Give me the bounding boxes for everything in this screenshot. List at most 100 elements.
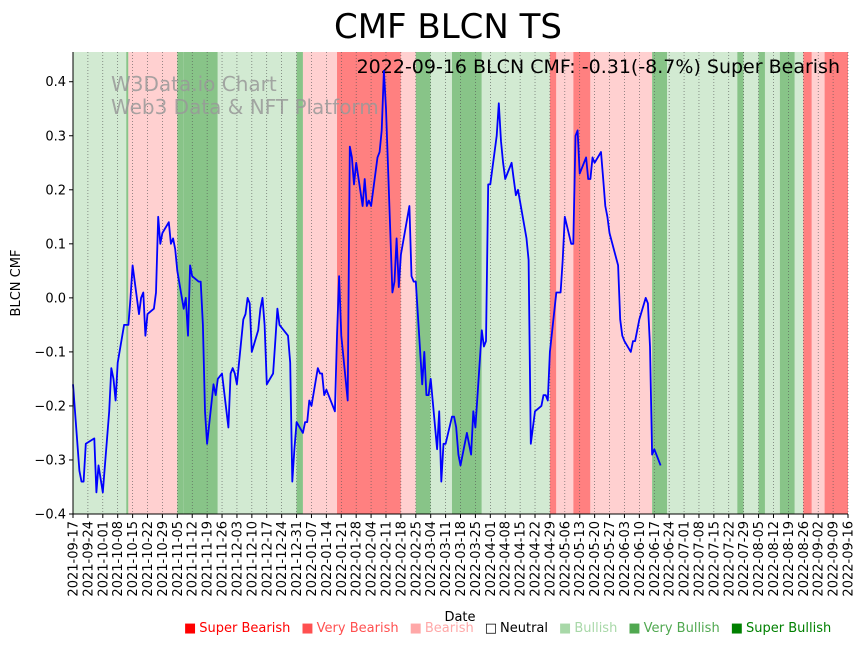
signal-band (590, 52, 653, 514)
x-tick-label: 2021-11-19 (201, 521, 216, 597)
x-tick-label: 2021-09-17 (67, 521, 82, 597)
x-tick-label: 2022-03-25 (469, 521, 484, 597)
signal-band (758, 52, 765, 514)
x-tick-label: 2021-10-08 (111, 521, 126, 597)
x-tick-label: 2022-07-08 (692, 521, 707, 597)
signal-band (400, 52, 416, 514)
x-tick-label: 2021-10-22 (141, 521, 156, 597)
legend-item: ■ Very Bearish (301, 621, 398, 636)
x-tick-label: 2022-04-29 (543, 521, 558, 597)
watermark-line-2: Web3 Data & NFT Platform (111, 95, 379, 119)
chart-title: CMF BLCN TS (334, 7, 562, 47)
x-tick-label: 2022-07-22 (722, 521, 737, 597)
x-tick-label: 2022-07-01 (678, 521, 693, 597)
x-tick-label: 2022-08-12 (767, 521, 782, 597)
x-tick-label: 2022-02-18 (394, 521, 409, 597)
legend-item: ■ Super Bullish (731, 621, 832, 636)
legend-label: Very Bearish (316, 621, 399, 636)
x-tick-label: 2022-03-18 (454, 521, 469, 597)
x-tick-label: 2021-12-03 (230, 521, 245, 597)
watermark-line-1: W3Data.io Chart (111, 72, 277, 96)
legend-label: Super Bullish (745, 621, 832, 636)
signal-band (764, 52, 780, 514)
x-tick-label: 2022-04-22 (529, 521, 544, 597)
x-tick-label: 2021-12-24 (275, 521, 290, 597)
x-tick-label: 2022-01-07 (305, 521, 320, 597)
x-tick-label: 2021-12-31 (290, 521, 305, 597)
signal-band (126, 52, 129, 514)
legend-item: □ Neutral (485, 621, 548, 636)
signal-band (451, 52, 482, 514)
x-tick-label: 2022-07-29 (737, 521, 752, 597)
x-axis-label: Date (444, 610, 475, 625)
signal-band (73, 52, 127, 514)
legend-swatch-icon: ■ (628, 621, 641, 636)
x-tick-label: 2021-10-15 (126, 521, 141, 597)
cmf-series-line (72, 70, 662, 494)
x-tick-label: 2022-08-26 (797, 521, 812, 597)
x-tick-label: 2022-05-06 (558, 521, 573, 597)
legend-swatch-icon: ■ (184, 621, 197, 636)
signal-band (743, 52, 759, 514)
y-tick-label: −0.1 (34, 345, 66, 360)
x-tick-label: 2022-03-11 (439, 521, 454, 597)
x-tick-label: 2022-06-03 (618, 521, 633, 597)
y-axis-label: BLCN CMF (9, 250, 24, 317)
y-tick-label: 0.3 (45, 129, 66, 144)
x-tick-label: 2021-11-26 (216, 521, 231, 597)
x-tick-label: 2022-05-20 (588, 521, 603, 597)
signal-band (430, 52, 452, 514)
watermark: W3Data.io Chart Web3 Data & NFT Platform (111, 72, 379, 119)
signal-band (667, 52, 738, 514)
legend-swatch-icon: □ (484, 621, 498, 636)
x-ticks: 2021-09-17 2021-09-24 2021-10-01 2021-10-08… (67, 514, 857, 597)
x-tick-label: 2022-09-02 (812, 521, 827, 597)
signal-band (415, 52, 431, 514)
y-tick-label: 0.4 (45, 75, 66, 90)
y-tick-label: −0.3 (34, 453, 66, 468)
x-tick-label: 2021-11-05 (171, 521, 186, 597)
x-tick-label: 2022-06-10 (633, 521, 648, 597)
y-tick-label: 0.2 (45, 183, 66, 198)
signal-band (794, 52, 804, 514)
x-tick-label: 2021-11-12 (186, 521, 201, 597)
annotation-text: 2022-09-16 BLCN CMF: -0.31(-8.7%) Super … (357, 56, 840, 78)
legend-swatch-icon: ■ (730, 621, 743, 636)
y-tick-label: 0.1 (45, 237, 66, 252)
x-tick-label: 2022-08-19 (782, 521, 797, 597)
signal-band (652, 52, 668, 514)
x-tick-label: 2022-05-13 (573, 521, 588, 597)
x-tick-label: 2022-02-25 (409, 521, 424, 597)
signal-band (128, 52, 178, 514)
y-tick-label: −0.2 (34, 399, 66, 414)
x-tick-label: 2021-12-10 (245, 521, 260, 597)
x-tick-label: 2022-02-11 (379, 521, 394, 597)
series-line (72, 70, 662, 494)
signal-band (779, 52, 795, 514)
legend-item: ■ Bearish (410, 621, 474, 636)
legend: ■ Super Bearish ■ Very Bearish ■ Bearish □ Neut… (184, 621, 842, 636)
x-tick-label: 2022-01-21 (335, 521, 350, 597)
x-tick-label: 2021-10-29 (156, 521, 171, 597)
signal-band (803, 52, 812, 514)
signal-band (296, 52, 303, 514)
x-tick-label: 2022-06-17 (648, 521, 663, 597)
signal-band (337, 52, 386, 514)
legend-swatch-icon: ■ (559, 621, 572, 636)
legend-label: Bearish (424, 621, 474, 636)
legend-item: ■ Very Bullish (628, 621, 719, 636)
y-ticks: 0.4 0.3 0.2 0.1 0.0 −0.1 −0.2 −0.3 −0.4 (34, 75, 73, 523)
legend-swatch-icon: ■ (409, 621, 422, 636)
signal-bands (73, 52, 848, 514)
legend-label: Neutral (500, 621, 549, 636)
legend-label: Bullish (574, 621, 618, 636)
legend-label: Very Bullish (643, 621, 720, 636)
x-tick-label: 2022-09-09 (827, 521, 842, 597)
x-tick-label: 2022-04-15 (514, 521, 529, 597)
y-tick-label: −0.4 (34, 508, 66, 523)
legend-item: ■ Bullish (559, 621, 617, 636)
x-tick-label: 2022-02-04 (365, 521, 380, 597)
legend-item: ■ Super Bearish (184, 621, 290, 636)
y-tick-label: 0.0 (45, 291, 66, 306)
